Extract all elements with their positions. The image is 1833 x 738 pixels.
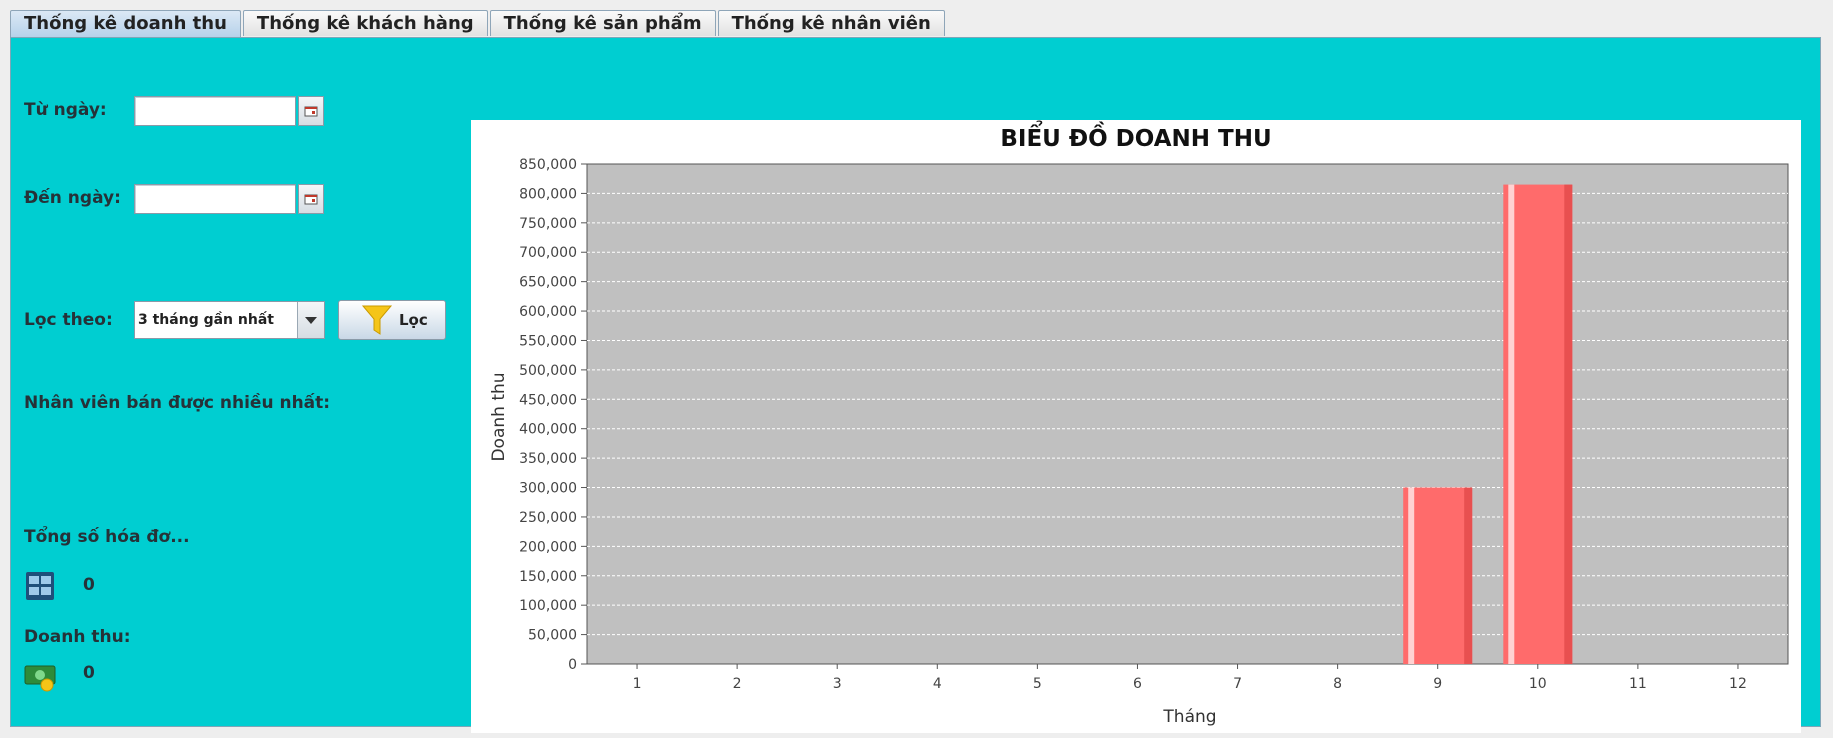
- y-tick-label: 200,000: [519, 539, 577, 555]
- y-tick-label: 350,000: [519, 451, 577, 467]
- x-tick-label: 1: [633, 676, 642, 692]
- invoice-icon: [26, 572, 54, 600]
- funnel-icon: [361, 305, 393, 335]
- x-axis-label: Tháng: [1162, 707, 1216, 727]
- tab-bar: Thống kê doanh thu Thống kê khách hàng T…: [10, 10, 947, 37]
- filter-button[interactable]: Lọc: [338, 300, 446, 340]
- y-axis-label: Doanh thu: [489, 372, 509, 461]
- x-tick-label: 6: [1133, 676, 1142, 692]
- y-tick-label: 250,000: [519, 510, 577, 526]
- x-tick-label: 11: [1629, 676, 1647, 692]
- x-tick-label: 8: [1333, 676, 1342, 692]
- to-date-input[interactable]: [134, 184, 296, 214]
- bar-month-10: [1503, 184, 1573, 664]
- y-tick-label: 650,000: [519, 275, 577, 291]
- y-tick-label: 450,000: [519, 392, 577, 408]
- tab-product-stats[interactable]: Thống kê sản phẩm: [489, 10, 716, 36]
- y-tick-label: 50,000: [528, 628, 577, 644]
- chart-title: BIỂU ĐỒ DOANH THU: [1000, 121, 1271, 152]
- y-tick-label: 100,000: [519, 598, 577, 614]
- y-tick-label: 0: [568, 657, 577, 673]
- to-date-label: Đến ngày:: [24, 188, 121, 208]
- x-tick-label: 3: [833, 676, 842, 692]
- x-tick-label: 2: [733, 676, 742, 692]
- x-tick-label: 4: [933, 676, 942, 692]
- from-date-calendar-button[interactable]: [298, 96, 324, 126]
- y-tick-label: 850,000: [519, 157, 577, 173]
- tab-customer-stats[interactable]: Thống kê khách hàng: [242, 10, 488, 36]
- revenue-chart: 0 50,000 100,000 150,000 200,000 250,000 300,0…: [471, 120, 1801, 733]
- y-tick-label: 300,000: [519, 481, 577, 497]
- revenue-label: Doanh thu:: [24, 627, 131, 647]
- calendar-icon: [304, 194, 318, 205]
- x-tick-label: 10: [1529, 676, 1547, 692]
- x-tick-label: 7: [1233, 676, 1242, 692]
- x-tick-label: 12: [1729, 676, 1747, 692]
- y-tick-label: 750,000: [519, 216, 577, 232]
- y-tick-label: 600,000: [519, 304, 577, 320]
- from-date-label: Từ ngày:: [24, 100, 107, 120]
- y-tick-label: 550,000: [519, 333, 577, 349]
- chevron-down-icon[interactable]: [297, 302, 324, 338]
- invoice-count-label: Tổng số hóa đơ...: [24, 527, 190, 547]
- calendar-icon: [304, 106, 318, 117]
- revenue-chart-svg: 0 50,000 100,000 150,000 200,000 250,000 300,0…: [489, 121, 1789, 727]
- invoice-count-value: 0: [83, 575, 95, 595]
- y-tick-label: 700,000: [519, 245, 577, 261]
- from-date-input[interactable]: [134, 96, 296, 126]
- filter-button-label: Lọc: [399, 311, 428, 329]
- to-date-calendar-button[interactable]: [298, 184, 324, 214]
- money-icon: [24, 665, 56, 692]
- filter-by-label: Lọc theo:: [24, 310, 113, 330]
- revenue-value: 0: [83, 663, 95, 683]
- x-tick-label: 5: [1033, 676, 1042, 692]
- top-employee-label: Nhân viên bán được nhiều nhất:: [24, 393, 331, 413]
- revenue-stats-panel: Từ ngày: Đến ngày: Lọc theo: 3 tháng gần…: [10, 37, 1821, 733]
- y-tick-label: 150,000: [519, 569, 577, 585]
- tab-revenue-stats[interactable]: Thống kê doanh thu: [10, 10, 241, 37]
- y-tick-label: 500,000: [519, 363, 577, 379]
- filter-by-select[interactable]: 3 tháng gần nhất: [134, 301, 325, 339]
- tab-employee-stats[interactable]: Thống kê nhân viên: [717, 10, 945, 36]
- bar-month-9: [1403, 487, 1473, 664]
- filter-by-selected-value: 3 tháng gần nhất: [138, 312, 274, 328]
- y-tick-label: 800,000: [519, 186, 577, 202]
- plot-area: [586, 163, 1789, 665]
- x-tick-label: 9: [1433, 676, 1442, 692]
- y-tick-label: 400,000: [519, 422, 577, 438]
